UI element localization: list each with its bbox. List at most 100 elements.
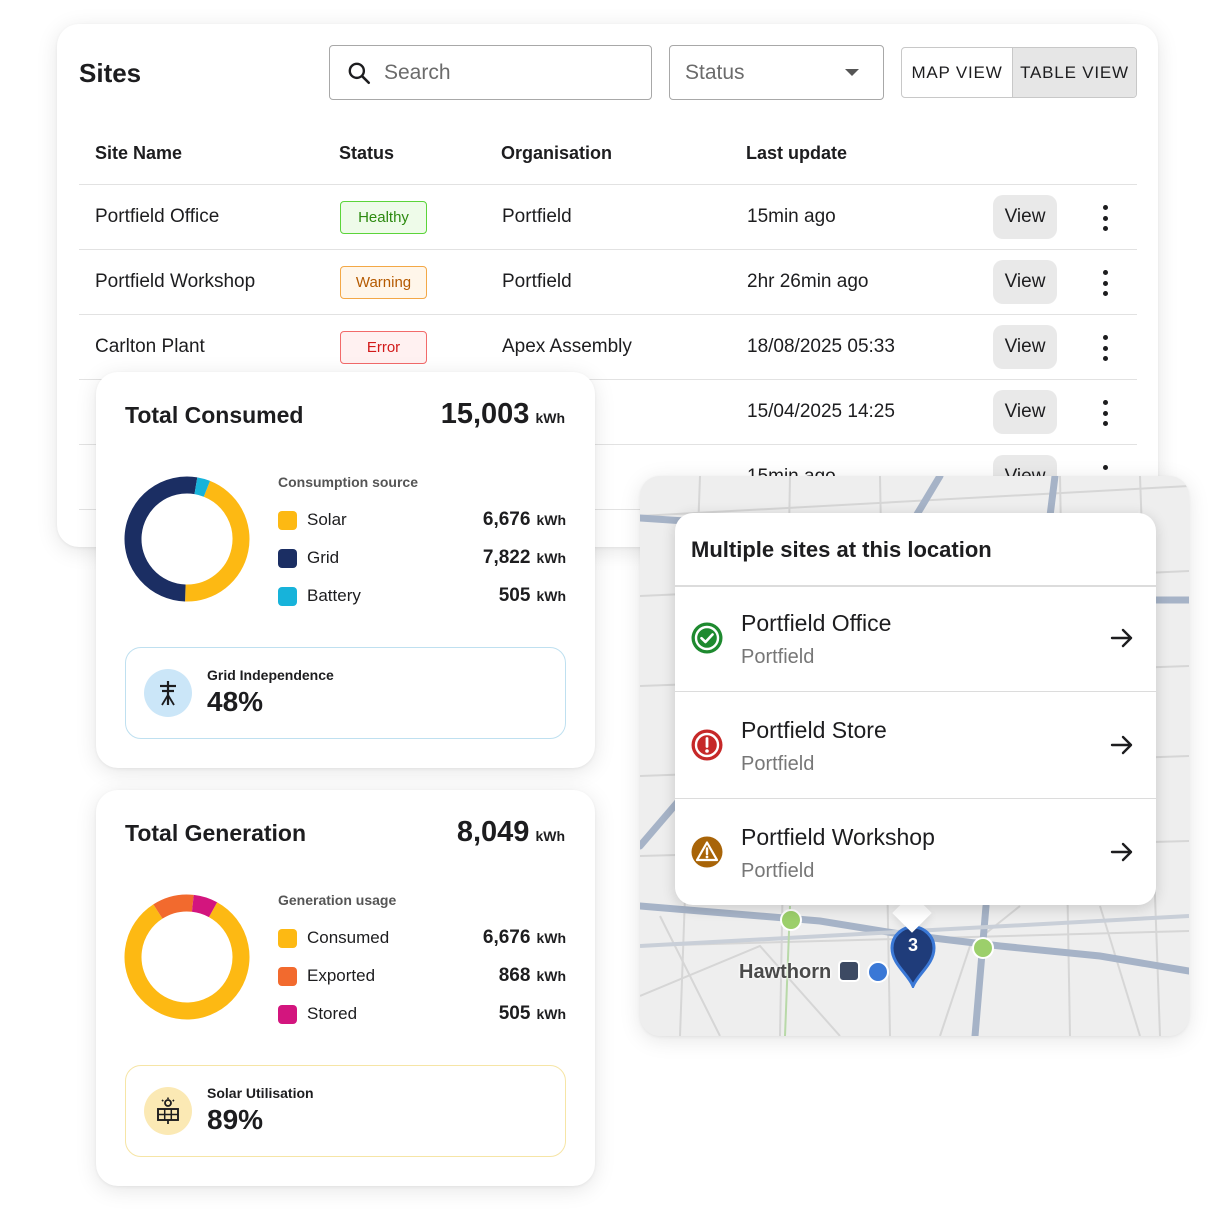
legend-label: Battery (307, 586, 361, 605)
site-name: Carlton Plant (95, 336, 205, 357)
station-icon[interactable] (780, 909, 802, 931)
site-name: Portfield Workshop (741, 824, 935, 850)
legend-item-stored: Stored 505 kWh (278, 1002, 566, 1026)
site-name: Portfield Office (741, 610, 892, 636)
solar-utilisation-box: Solar Utilisation 89% (125, 1065, 566, 1157)
alert-circle-icon (691, 729, 723, 761)
sites-title: Sites (79, 58, 142, 88)
legend-item-grid: Grid 7,822 kWh (278, 546, 566, 570)
last-update: 15/04/2025 14:25 (747, 401, 895, 422)
metric-label: Solar Utilisation (207, 1085, 314, 1101)
more-options-icon[interactable] (1098, 205, 1112, 231)
cluster-count: 3 (907, 935, 918, 955)
legend-value: 505 (498, 585, 531, 606)
search-input[interactable]: Search (329, 45, 652, 100)
chevron-down-icon (845, 69, 859, 76)
table-header: Site Name Status Organisation Last updat… (79, 127, 1137, 185)
more-options-icon[interactable] (1098, 335, 1112, 361)
legend-label: Consumed (307, 928, 390, 947)
view-button[interactable]: View (993, 260, 1057, 304)
metric-label: Grid Independence (207, 667, 334, 683)
legend-swatch (278, 1004, 297, 1024)
donut-segment-stored (191, 894, 218, 918)
total-consumed-number: 15,003 (440, 398, 530, 430)
site-name: Portfield Workshop (95, 271, 256, 292)
site-organisation: Portfield (741, 753, 815, 775)
legend-value: 7,822 (482, 547, 531, 568)
organisation: Portfield (502, 206, 572, 227)
train-station-icon[interactable] (838, 960, 860, 982)
divider (675, 585, 1156, 587)
total-consumed-card: Total Consumed 15,003 kWh Consumption so… (96, 372, 595, 768)
column-header-organisation[interactable]: Organisation (501, 143, 613, 163)
site-name: Portfield Office (95, 206, 220, 227)
popup-title: Multiple sites at this location (691, 537, 992, 562)
legend-swatch (278, 548, 297, 568)
total-consumed-unit: kWh (535, 410, 565, 426)
metric-value: 48% (207, 686, 264, 717)
arrow-right-icon (1110, 628, 1133, 648)
site-organisation: Portfield (741, 646, 815, 668)
more-options-icon[interactable] (1098, 270, 1112, 296)
station-icon[interactable] (972, 937, 994, 959)
solar-panel-icon (144, 1087, 192, 1135)
donut-segment-consumed (124, 902, 250, 1020)
total-generation-number: 8,049 (456, 816, 530, 848)
column-header-last-update[interactable]: Last update (746, 143, 848, 163)
legend-item-exported: Exported 868 kWh (278, 964, 566, 988)
total-generation-title: Total Generation (125, 820, 307, 846)
more-options-icon[interactable] (1098, 400, 1112, 426)
legend-unit: kWh (536, 550, 566, 566)
total-generation-card: Total Generation 8,049 kWh Generation us… (96, 790, 595, 1186)
arrow-right-icon (1110, 735, 1133, 755)
power-pole-icon (144, 669, 192, 717)
status-filter-placeholder: Status (685, 60, 745, 84)
legend-unit: kWh (536, 588, 566, 604)
site-list-item[interactable]: Portfield Office Portfield (675, 586, 1156, 692)
view-toggle: MAP VIEW TABLE VIEW (901, 47, 1137, 98)
cluster-marker[interactable]: 3 (890, 924, 936, 990)
view-button[interactable]: View (993, 390, 1057, 434)
donut-segment-grid (124, 476, 198, 602)
tram-stop-icon[interactable] (867, 961, 889, 983)
legend-label: Exported (307, 966, 376, 985)
status-filter-select[interactable]: Status (669, 45, 884, 100)
table-row[interactable]: Portfield Office Healthy Portfield 15min… (79, 185, 1137, 250)
view-button[interactable]: View (993, 195, 1057, 239)
table-row[interactable]: Carlton Plant Error Apex Assembly 18/08/… (79, 315, 1137, 380)
last-update: 15min ago (747, 206, 836, 227)
donut-segment-solar (185, 480, 250, 602)
table-row[interactable]: 15/04/2025 14:25 View (79, 380, 1137, 445)
table-view-button[interactable]: TABLE VIEW (1012, 48, 1136, 97)
legend-label: Stored (307, 1004, 358, 1023)
site-organisation: Portfield (741, 860, 815, 882)
site-list-item[interactable]: Portfield Store Portfield (675, 693, 1156, 799)
total-generation-value: 8,049 kWh (457, 816, 565, 849)
column-header-status[interactable]: Status (339, 143, 395, 163)
search-icon (348, 62, 371, 84)
column-header-site-name[interactable]: Site Name (95, 143, 183, 163)
legend-label: Solar (307, 510, 347, 529)
last-update: 2hr 26min ago (747, 271, 869, 292)
metric-value: 89% (207, 1104, 264, 1135)
legend-unit: kWh (536, 512, 566, 528)
organisation: Portfield (502, 271, 572, 292)
table-row[interactable]: Portfield Workshop Warning Portfield 2hr… (79, 250, 1137, 315)
total-consumed-title: Total Consumed (125, 402, 304, 428)
legend-swatch (278, 966, 297, 986)
consumption-donut-chart (124, 476, 250, 602)
view-button[interactable]: View (993, 325, 1057, 369)
legend-value: 505 (498, 1003, 531, 1024)
organisation: Apex Assembly (502, 336, 632, 357)
site-list-item[interactable]: Portfield Workshop Portfield (675, 800, 1156, 906)
legend-label: Grid (307, 548, 340, 567)
map-view-button[interactable]: MAP VIEW (911, 62, 1003, 82)
grid-independence-box: Grid Independence 48% (125, 647, 566, 739)
multiple-sites-popup: Multiple sites at this location Portfiel… (675, 513, 1156, 905)
arrow-right-icon (1110, 842, 1133, 862)
map-card: Hawthorn 3 Multiple sites at this locati… (640, 476, 1189, 1036)
legend-swatch (278, 510, 297, 530)
warning-triangle-icon (691, 836, 723, 868)
last-update: 18/08/2025 05:33 (747, 336, 895, 357)
legend-value: 6,676 (482, 509, 531, 530)
